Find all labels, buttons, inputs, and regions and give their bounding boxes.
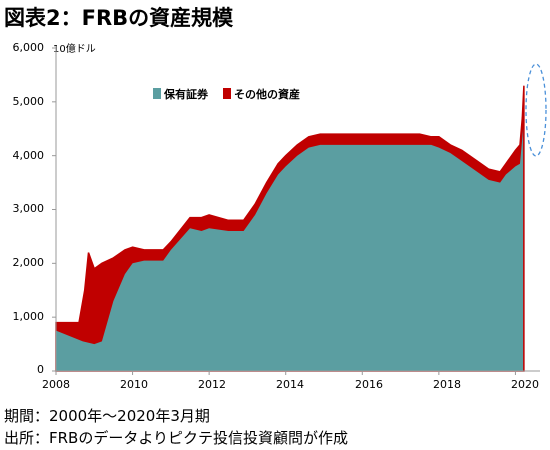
y-tick-label: 6,000: [12, 41, 45, 54]
y-tick-label: 5,000: [12, 95, 45, 108]
x-tick-label: 2014: [276, 378, 304, 391]
x-tick-label: 2010: [120, 378, 148, 391]
y-tick-label: 0: [37, 363, 44, 376]
period-note: 期間：2000年～2020年3月期: [4, 407, 210, 425]
legend-label: 保有証券: [164, 88, 208, 101]
y-tick-label: 3,000: [12, 202, 45, 215]
legend-item-securities: 保有証券: [153, 86, 208, 102]
y-tick-label: 2,000: [12, 256, 45, 269]
page-title: 図表2：FRBの資産規模: [4, 6, 234, 30]
x-tick-label: 2012: [198, 378, 226, 391]
x-tick-label: 2008: [42, 378, 70, 391]
legend-label: その他の資産: [234, 88, 300, 101]
y-tick-label: 1,000: [12, 310, 45, 323]
source-note: 出所：FRBのデータよりピクテ投信投資顧問が作成: [4, 429, 349, 447]
legend-swatch-securities: [153, 88, 161, 99]
y-tick-label: 4,000: [12, 149, 45, 162]
x-tick-label: 2020: [511, 378, 539, 391]
highlight-ellipse: [525, 63, 547, 157]
legend-item-other-assets: その他の資産: [223, 86, 300, 102]
legend-swatch-other-assets: [223, 88, 231, 99]
x-tick-label: 2016: [355, 378, 383, 391]
x-tick-label: 2018: [433, 378, 461, 391]
series-area-securities: [56, 128, 524, 371]
y-unit-label: 10億ドル: [53, 44, 96, 55]
